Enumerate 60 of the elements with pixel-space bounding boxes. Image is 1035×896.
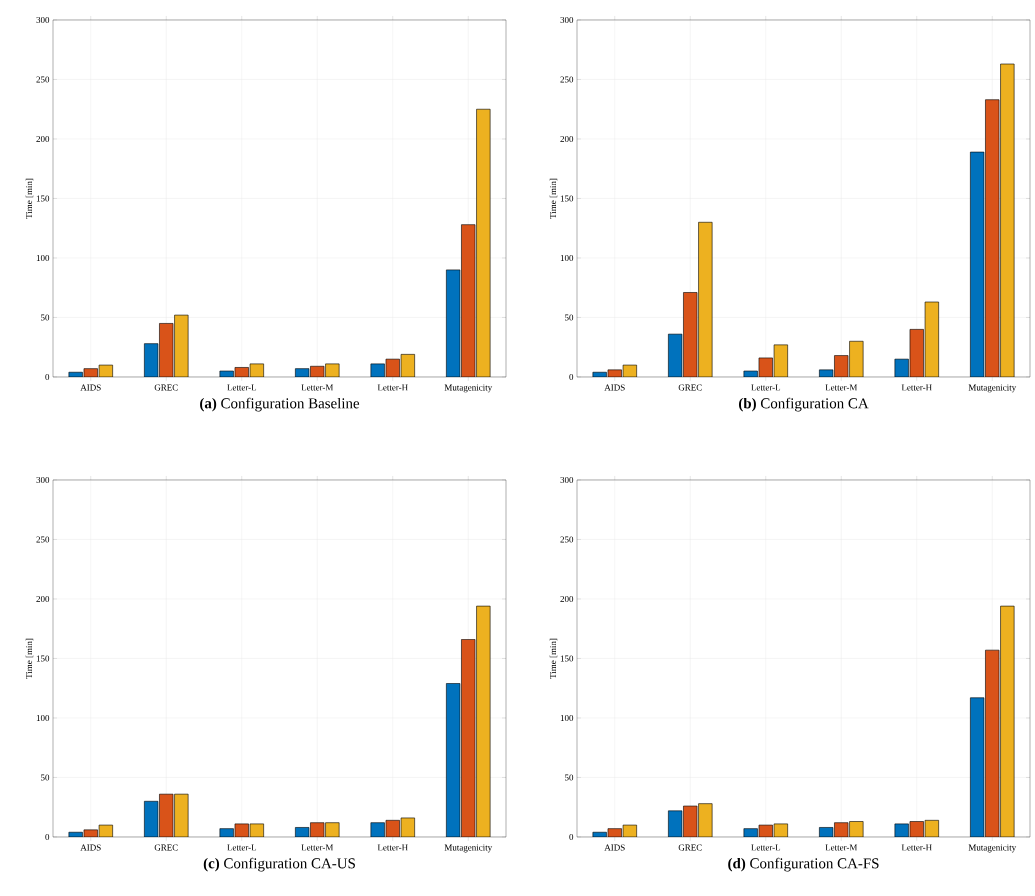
y-tick-label: 300 (560, 16, 574, 24)
text: (c) Configuration CA-US (203, 857, 355, 872)
x-tick-label: GREC (154, 384, 178, 391)
y-tick-label: 0 (45, 373, 50, 381)
x-tick-label: Letter-H (377, 844, 408, 851)
y-tick-label: 300 (560, 476, 574, 484)
x-tick-label: Letter-M (825, 384, 858, 391)
y-axis-title: Time [min] (25, 178, 34, 219)
y-tick-label: 200 (36, 135, 50, 143)
y-axis-title: Time [min] (549, 178, 558, 219)
y-tick-label: 250 (560, 536, 574, 543)
x-tick-label: Letter-M (301, 384, 334, 391)
y-tick-label: 150 (560, 195, 574, 202)
x-tick-label: AIDS (80, 384, 101, 391)
x-tick-label: AIDS (604, 844, 625, 851)
x-tick-label: GREC (678, 384, 702, 391)
y-tick-label: 100 (36, 254, 50, 262)
x-tick-label: Mutagenicity (968, 844, 1017, 853)
y-tick-label: 50 (565, 774, 574, 781)
y-axis-title: Time [min] (25, 638, 34, 679)
x-tick-label: Mutagenicity (968, 384, 1017, 393)
x-tick-label: GREC (678, 844, 702, 851)
y-tick-label: 50 (41, 314, 50, 321)
x-tick-label: Letter-H (901, 844, 932, 851)
x-tick-label: AIDS (604, 384, 625, 391)
y-tick-label: 0 (569, 373, 574, 381)
x-tick-label: Mutagenicity (444, 844, 493, 853)
y-tick-label: 150 (36, 195, 50, 202)
x-tick-label: Letter-L (227, 384, 257, 391)
x-tick-label: Letter-M (301, 844, 334, 851)
y-tick-label: 250 (560, 76, 574, 83)
y-tick-label: 250 (36, 536, 50, 543)
x-tick-label: Letter-M (825, 844, 858, 851)
y-tick-label: 50 (565, 314, 574, 321)
y-tick-label: 250 (36, 76, 50, 83)
x-tick-label: Letter-H (901, 384, 932, 391)
text: (a) Configuration Baseline (200, 397, 360, 412)
x-tick-label: Letter-L (751, 384, 781, 391)
x-tick-label: Letter-H (377, 384, 408, 391)
text: (b) Configuration CA (739, 397, 869, 412)
x-tick-label: Letter-L (751, 844, 781, 851)
x-tick-label: AIDS (80, 844, 101, 851)
y-tick-label: 0 (45, 833, 50, 841)
y-axis-title: Time [min] (549, 638, 558, 679)
y-tick-label: 100 (560, 714, 574, 722)
y-tick-label: 0 (569, 833, 574, 841)
y-tick-label: 100 (560, 254, 574, 262)
y-tick-label: 150 (560, 655, 574, 662)
x-tick-label: GREC (154, 844, 178, 851)
y-tick-label: 150 (36, 655, 50, 662)
y-tick-label: 50 (41, 774, 50, 781)
x-tick-label: Letter-L (227, 844, 257, 851)
y-tick-label: 200 (560, 135, 574, 143)
y-tick-label: 200 (560, 595, 574, 603)
y-tick-label: 300 (36, 16, 50, 24)
text: (d) Configuration CA-FS (728, 857, 879, 872)
x-tick-label: Mutagenicity (444, 384, 493, 393)
y-tick-label: 100 (36, 714, 50, 722)
y-tick-label: 200 (36, 595, 50, 603)
y-tick-label: 300 (36, 476, 50, 484)
